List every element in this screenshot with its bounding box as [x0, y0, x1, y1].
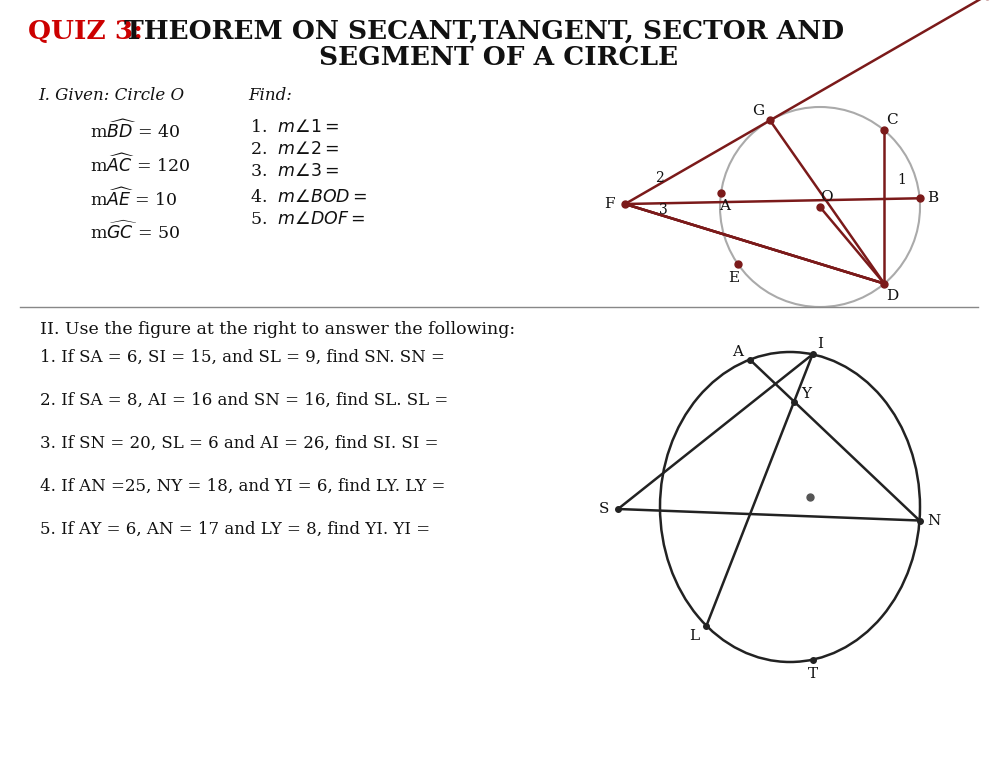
Text: A: A — [733, 344, 744, 359]
Text: 3: 3 — [659, 203, 668, 217]
Text: 1: 1 — [897, 173, 906, 187]
Text: QUIZ 3:: QUIZ 3: — [28, 19, 143, 44]
Text: 1.  $m\angle 1 =$: 1. $m\angle 1 =$ — [250, 119, 339, 136]
Text: F: F — [604, 197, 614, 211]
Text: I. Given: Circle O: I. Given: Circle O — [38, 87, 184, 104]
Text: m$\widehat{AC}$ = 120: m$\widehat{AC}$ = 120 — [90, 153, 190, 176]
Text: m$\widehat{AE}$ = 10: m$\widehat{AE}$ = 10 — [90, 187, 178, 209]
Text: I: I — [817, 337, 823, 351]
Text: E: E — [729, 272, 740, 285]
Text: THEOREM ON SECANT,TANGENT, SECTOR AND: THEOREM ON SECANT,TANGENT, SECTOR AND — [115, 19, 844, 44]
Text: 1. If SA = 6, SI = 15, and SL = 9, find SN. SN =: 1. If SA = 6, SI = 15, and SL = 9, find … — [40, 349, 445, 366]
Text: 2: 2 — [655, 171, 664, 185]
Text: C: C — [886, 114, 898, 127]
Text: N: N — [927, 514, 940, 528]
Text: Y: Y — [801, 387, 811, 400]
Text: 4. If AN =25, NY = 18, and YI = 6, find LY. LY =: 4. If AN =25, NY = 18, and YI = 6, find … — [40, 478, 445, 495]
Text: 2. If SA = 8, AI = 16 and SN = 16, find SL. SL =: 2. If SA = 8, AI = 16 and SN = 16, find … — [40, 392, 448, 409]
Text: 5.  $m\angle DOF =$: 5. $m\angle DOF =$ — [250, 211, 365, 228]
Text: m$\widehat{GC}$ = 50: m$\widehat{GC}$ = 50 — [90, 221, 181, 243]
Text: O: O — [819, 190, 832, 204]
Text: A: A — [720, 199, 731, 213]
Text: G: G — [751, 104, 764, 118]
Text: 5. If AY = 6, AN = 17 and LY = 8, find YI. YI =: 5. If AY = 6, AN = 17 and LY = 8, find Y… — [40, 521, 430, 538]
Text: B: B — [927, 191, 938, 206]
Text: Find:: Find: — [248, 87, 291, 104]
Text: L: L — [690, 629, 700, 643]
Text: 3.  $m\angle 3 =$: 3. $m\angle 3 =$ — [250, 163, 339, 180]
Text: 2.  $m\angle 2 =$: 2. $m\angle 2 =$ — [250, 141, 339, 158]
Text: II. Use the figure at the right to answer the following:: II. Use the figure at the right to answe… — [40, 321, 515, 338]
Text: T: T — [807, 667, 817, 680]
Text: SEGMENT OF A CIRCLE: SEGMENT OF A CIRCLE — [319, 45, 679, 70]
Text: 4.  $m\angle BOD =$: 4. $m\angle BOD =$ — [250, 189, 367, 206]
Text: D: D — [886, 288, 898, 303]
Text: m$\widehat{BD}$ = 40: m$\widehat{BD}$ = 40 — [90, 119, 181, 142]
Text: S: S — [599, 502, 609, 516]
Text: 3. If SN = 20, SL = 6 and AI = 26, find SI. SI =: 3. If SN = 20, SL = 6 and AI = 26, find … — [40, 435, 438, 452]
